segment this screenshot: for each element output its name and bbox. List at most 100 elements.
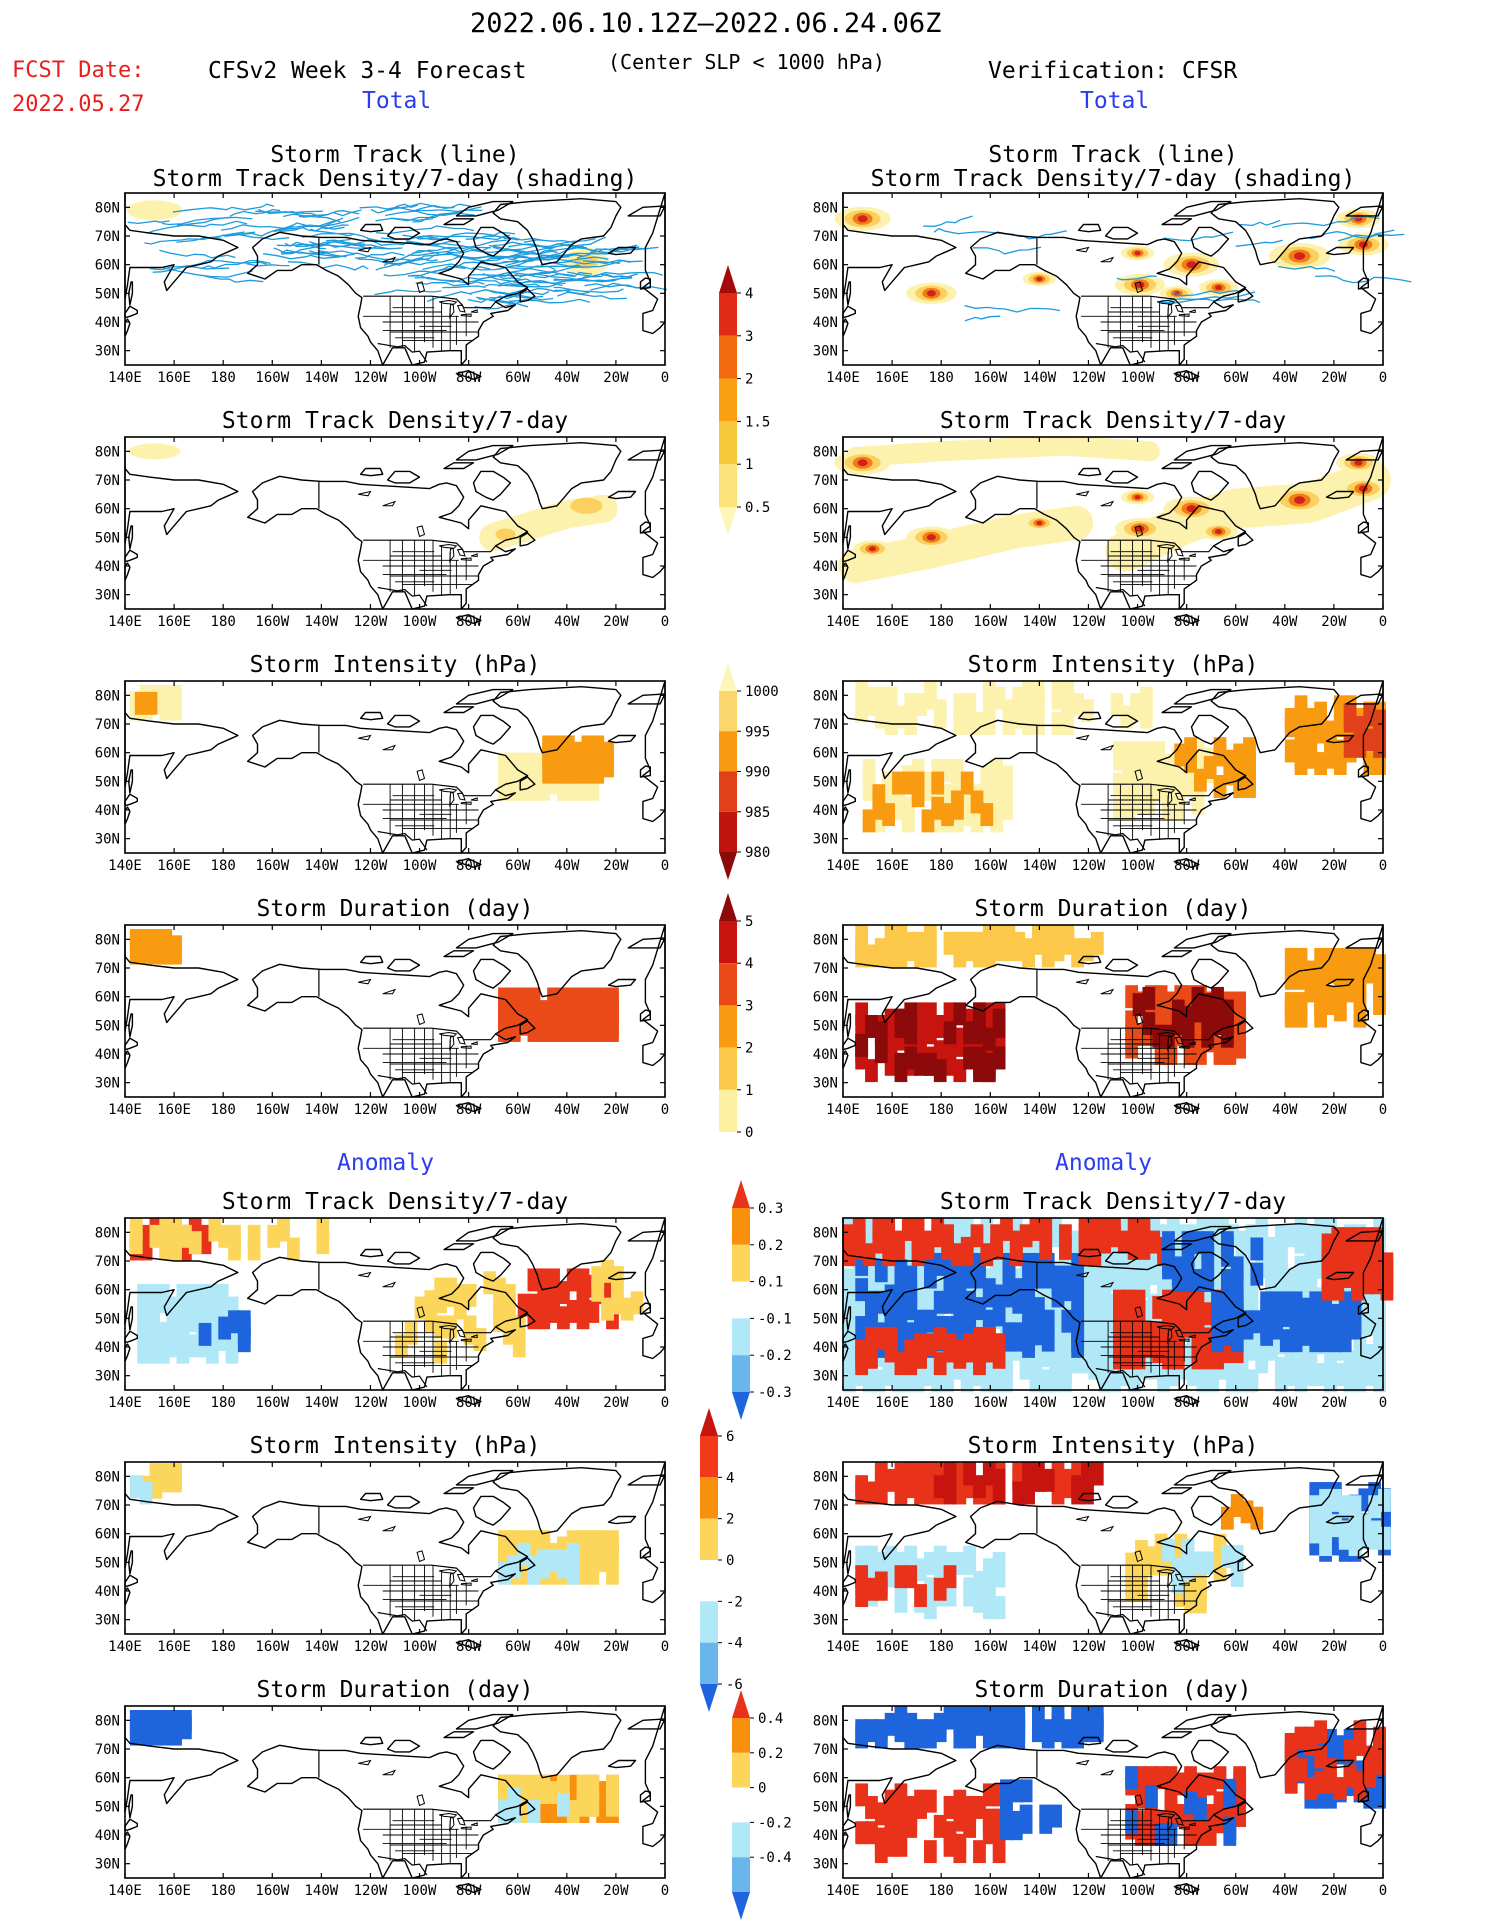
grid-cell <box>914 693 927 716</box>
grid-cell <box>855 925 869 949</box>
lake-outline <box>1100 1769 1115 1776</box>
grid-cell <box>1081 699 1094 723</box>
coastline-greenland <box>492 1711 622 1779</box>
grid-cell <box>1260 1291 1274 1315</box>
lon-tick-label: 40W <box>554 370 580 386</box>
lake-outline <box>382 1281 397 1288</box>
lake-outline <box>456 1817 466 1826</box>
lon-tick-label: 160W <box>973 1639 1007 1655</box>
grid-cell <box>992 1552 1006 1575</box>
grid-cell <box>992 1008 1006 1032</box>
grid-cell <box>1125 1766 1139 1790</box>
coastline-devon <box>443 462 475 470</box>
coastline-victoria <box>1104 1495 1139 1509</box>
grid-cell <box>218 1224 232 1248</box>
lon-tick-label: 160W <box>973 1102 1007 1118</box>
grid-cell <box>596 1781 610 1805</box>
basemap <box>124 924 666 1112</box>
colorbar-label: 2 <box>745 1041 753 1057</box>
verification-title: Verification: CFSR <box>988 58 1238 84</box>
map-panel: Storm Track Density/7-day 140E 160E 180 160W… <box>95 408 670 630</box>
lat-tick-label: 30N <box>95 588 120 604</box>
colorbar-segment <box>732 1718 750 1753</box>
map-panel: Storm Track (line)Storm Track Density/7-… <box>95 142 670 386</box>
lon-tick-label: 20W <box>603 370 629 386</box>
border-line <box>1095 342 1146 363</box>
coastline-iceland <box>607 978 637 988</box>
lon-tick-label: 40W <box>554 1102 580 1118</box>
lon-tick-label: 120W <box>354 1883 388 1899</box>
lon-tick-label: 20W <box>603 1395 629 1411</box>
colorbar-label: 1 <box>745 457 753 473</box>
grid-cell <box>606 1774 619 1798</box>
storm-track-line <box>554 289 590 295</box>
colorbar-segment <box>732 1690 750 1718</box>
grid-cell <box>924 1309 937 1333</box>
coastline-sakhalin <box>846 1794 852 1819</box>
grid-cell <box>1294 726 1308 750</box>
lake-outline <box>460 1582 472 1586</box>
map-panel: Storm Track Density/7-day 140E 160E 180 160W… <box>813 408 1391 630</box>
lat-tick-label: 30N <box>95 1613 120 1629</box>
lake-outline <box>1134 1013 1144 1026</box>
grid-cell <box>424 1290 438 1314</box>
grid-cell <box>1373 709 1386 733</box>
coastline-greenland <box>492 1223 622 1291</box>
storm-track-line <box>144 231 245 245</box>
coastline-newfoundland <box>1237 288 1254 303</box>
coastline-iceland <box>607 246 637 256</box>
grid-cell <box>434 1340 448 1364</box>
grid-cell <box>1000 1218 1013 1241</box>
grid-cell <box>1081 1462 1094 1486</box>
grid-cell <box>904 1265 918 1289</box>
grid-cell <box>1184 1766 1197 1790</box>
grid-cell <box>1319 1520 1332 1544</box>
coastline-devon <box>1161 1243 1193 1251</box>
lon-tick-label: 60W <box>505 1102 531 1118</box>
lon-tick-label: 60W <box>1223 370 1249 386</box>
grid-cell <box>1284 992 1298 1016</box>
storm-track-line <box>556 291 627 300</box>
coastline-ellesmere <box>455 688 514 705</box>
colorbar-segment <box>700 1684 718 1712</box>
coastline-hokkaido <box>124 305 138 319</box>
grid-cell <box>855 1783 869 1807</box>
grid-cell <box>169 1218 182 1242</box>
lake-outline <box>460 1338 472 1342</box>
grid-cell <box>1061 1468 1075 1492</box>
shade-band <box>845 435 1160 468</box>
lake-outline <box>1178 1045 1190 1049</box>
grid-cell <box>855 1719 869 1743</box>
lat-tick-label: 60N <box>95 990 120 1006</box>
grid-cell <box>1314 701 1328 725</box>
coastline-greenland <box>1210 1223 1340 1291</box>
lake-outline <box>416 1550 426 1563</box>
grid-cell <box>980 803 994 827</box>
lon-tick-label: 60W <box>505 614 531 630</box>
colorbar-label: 4 <box>745 286 753 302</box>
lat-tick-label: 70N <box>813 1742 838 1758</box>
lake-outline <box>470 309 478 314</box>
coastline-greenland <box>492 930 622 998</box>
lake-outline <box>1100 744 1115 751</box>
storm-track-line <box>467 298 529 308</box>
grid-cell <box>865 1290 878 1314</box>
grid-cell <box>1279 1329 1293 1353</box>
grid-cell <box>992 1596 1006 1620</box>
grid-cell <box>1343 703 1357 727</box>
lat-tick-label: 50N <box>813 1311 838 1327</box>
grid-cell <box>586 1530 600 1554</box>
grid-cell <box>933 1015 947 1038</box>
lat-tick-label: 60N <box>813 258 838 274</box>
coastline-greenland <box>1210 686 1340 754</box>
grid-cell <box>129 929 143 952</box>
coastline-ireland <box>639 1546 651 1559</box>
grid-cell <box>1144 1766 1158 1790</box>
colorbar-segment <box>732 1787 750 1823</box>
map-panel: Storm Duration (day)140E 160E 180 160W 140W 1… <box>813 896 1388 1118</box>
coastline-ireland <box>1357 765 1369 778</box>
lon-tick-label: 120W <box>354 1102 388 1118</box>
grid-cell <box>973 1046 986 1070</box>
coastline-asia <box>842 1217 957 1325</box>
lon-tick-label: 120W <box>1072 1883 1106 1899</box>
